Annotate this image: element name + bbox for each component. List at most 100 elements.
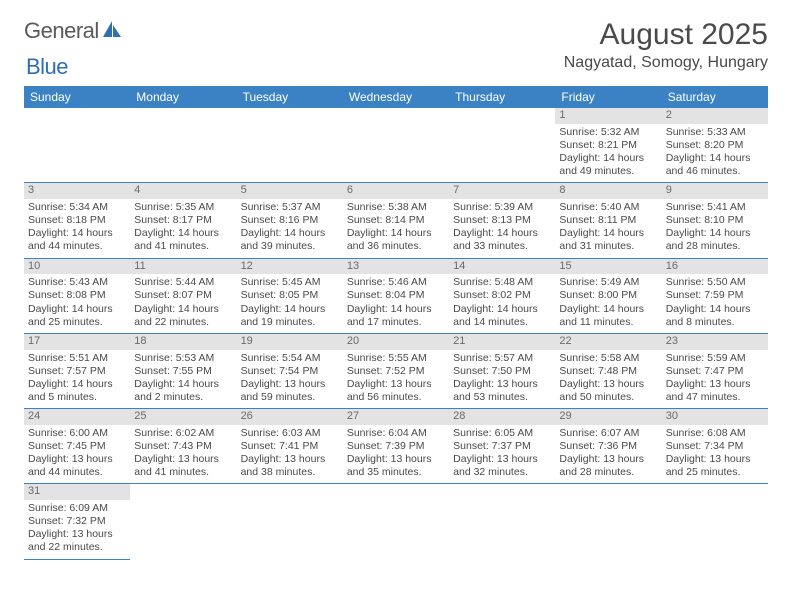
empty-day-cell [555, 484, 661, 559]
sunrise-text: Sunrise: 5:46 AM [347, 276, 445, 289]
day-number: 1 [555, 108, 661, 124]
empty-day-cell [449, 108, 555, 183]
location-text: Nagyatad, Somogy, Hungary [564, 54, 768, 72]
sunset-text: Sunset: 8:11 PM [559, 214, 657, 227]
day-cell: 20Sunrise: 5:55 AMSunset: 7:52 PMDayligh… [343, 334, 449, 409]
daylight2-text: and 11 minutes. [559, 316, 657, 329]
daylight2-text: and 53 minutes. [453, 391, 551, 404]
sunrise-text: Sunrise: 5:40 AM [559, 201, 657, 214]
day-cell: 15Sunrise: 5:49 AMSunset: 8:00 PMDayligh… [555, 259, 661, 334]
sunset-text: Sunset: 7:48 PM [559, 365, 657, 378]
day-cell: 19Sunrise: 5:54 AMSunset: 7:54 PMDayligh… [237, 334, 343, 409]
sunrise-text: Sunrise: 5:32 AM [559, 126, 657, 139]
weekday-header-row: Sunday Monday Tuesday Wednesday Thursday… [24, 86, 768, 108]
daylight1-text: Daylight: 13 hours [347, 453, 445, 466]
sunset-text: Sunset: 7:36 PM [559, 440, 657, 453]
sunset-text: Sunset: 8:07 PM [134, 289, 232, 302]
daylight2-text: and 41 minutes. [134, 466, 232, 479]
day-cell: 5Sunrise: 5:37 AMSunset: 8:16 PMDaylight… [237, 183, 343, 258]
day-number: 16 [662, 259, 768, 275]
daylight2-text: and 32 minutes. [453, 466, 551, 479]
sunset-text: Sunset: 8:16 PM [241, 214, 339, 227]
daylight1-text: Daylight: 13 hours [28, 528, 126, 541]
calendar-week: 3Sunrise: 5:34 AMSunset: 8:18 PMDaylight… [24, 183, 768, 258]
sunset-text: Sunset: 7:55 PM [134, 365, 232, 378]
day-number: 4 [130, 183, 236, 199]
daylight1-text: Daylight: 14 hours [666, 152, 764, 165]
daylight2-text: and 56 minutes. [347, 391, 445, 404]
daylight2-text: and 33 minutes. [453, 240, 551, 253]
daylight1-text: Daylight: 14 hours [559, 227, 657, 240]
day-number: 28 [449, 409, 555, 425]
daylight1-text: Daylight: 14 hours [666, 303, 764, 316]
empty-day-cell [24, 108, 130, 183]
sunrise-text: Sunrise: 5:59 AM [666, 352, 764, 365]
daylight2-text: and 25 minutes. [28, 316, 126, 329]
calendar: Sunday Monday Tuesday Wednesday Thursday… [24, 86, 768, 560]
empty-day-cell [130, 108, 236, 183]
sunrise-text: Sunrise: 5:58 AM [559, 352, 657, 365]
empty-day-cell [449, 484, 555, 559]
day-number: 8 [555, 183, 661, 199]
day-number: 9 [662, 183, 768, 199]
day-number: 13 [343, 259, 449, 275]
sunset-text: Sunset: 7:39 PM [347, 440, 445, 453]
daylight2-text: and 22 minutes. [134, 316, 232, 329]
sunset-text: Sunset: 7:54 PM [241, 365, 339, 378]
daylight2-text: and 19 minutes. [241, 316, 339, 329]
weekday-header: Saturday [662, 86, 768, 108]
day-cell: 1Sunrise: 5:32 AMSunset: 8:21 PMDaylight… [555, 108, 661, 183]
daylight2-text: and 44 minutes. [28, 466, 126, 479]
logo-text-general: General [24, 18, 99, 44]
logo: General [24, 18, 125, 44]
day-number: 14 [449, 259, 555, 275]
day-cell: 13Sunrise: 5:46 AMSunset: 8:04 PMDayligh… [343, 259, 449, 334]
sunrise-text: Sunrise: 6:03 AM [241, 427, 339, 440]
empty-day-cell [237, 108, 343, 183]
weekday-header: Thursday [449, 86, 555, 108]
day-number: 19 [237, 334, 343, 350]
sunset-text: Sunset: 7:41 PM [241, 440, 339, 453]
daylight2-text: and 28 minutes. [559, 466, 657, 479]
daylight2-text: and 25 minutes. [666, 466, 764, 479]
sunrise-text: Sunrise: 5:35 AM [134, 201, 232, 214]
daylight2-text: and 2 minutes. [134, 391, 232, 404]
weekday-header: Friday [555, 86, 661, 108]
day-cell: 11Sunrise: 5:44 AMSunset: 8:07 PMDayligh… [130, 259, 236, 334]
day-cell: 26Sunrise: 6:03 AMSunset: 7:41 PMDayligh… [237, 409, 343, 484]
daylight1-text: Daylight: 13 hours [666, 378, 764, 391]
daylight2-text: and 41 minutes. [134, 240, 232, 253]
sunrise-text: Sunrise: 5:39 AM [453, 201, 551, 214]
sunset-text: Sunset: 8:05 PM [241, 289, 339, 302]
sunrise-text: Sunrise: 6:07 AM [559, 427, 657, 440]
daylight1-text: Daylight: 14 hours [241, 303, 339, 316]
day-cell: 23Sunrise: 5:59 AMSunset: 7:47 PMDayligh… [662, 334, 768, 409]
day-number: 7 [449, 183, 555, 199]
day-cell: 9Sunrise: 5:41 AMSunset: 8:10 PMDaylight… [662, 183, 768, 258]
sunset-text: Sunset: 7:50 PM [453, 365, 551, 378]
sunrise-text: Sunrise: 5:53 AM [134, 352, 232, 365]
calendar-week: 24Sunrise: 6:00 AMSunset: 7:45 PMDayligh… [24, 409, 768, 484]
daylight1-text: Daylight: 14 hours [559, 152, 657, 165]
daylight1-text: Daylight: 14 hours [28, 303, 126, 316]
daylight2-text: and 59 minutes. [241, 391, 339, 404]
daylight2-text: and 17 minutes. [347, 316, 445, 329]
day-number: 12 [237, 259, 343, 275]
daylight1-text: Daylight: 13 hours [453, 378, 551, 391]
weekday-header: Monday [130, 86, 236, 108]
daylight2-text: and 38 minutes. [241, 466, 339, 479]
daylight1-text: Daylight: 14 hours [453, 303, 551, 316]
sunrise-text: Sunrise: 6:02 AM [134, 427, 232, 440]
day-number: 21 [449, 334, 555, 350]
calendar-week: 17Sunrise: 5:51 AMSunset: 7:57 PMDayligh… [24, 334, 768, 409]
day-cell: 8 Sunrise: 5:40 AMSunset: 8:11 PMDaylight… [555, 183, 661, 258]
empty-day-cell [343, 108, 449, 183]
day-cell: 31Sunrise: 6:09 AMSunset: 7:32 PMDayligh… [24, 484, 130, 559]
daylight1-text: Daylight: 13 hours [666, 453, 764, 466]
empty-day-cell [130, 484, 236, 559]
sunset-text: Sunset: 7:47 PM [666, 365, 764, 378]
sunrise-text: Sunrise: 5:49 AM [559, 276, 657, 289]
sunrise-text: Sunrise: 6:04 AM [347, 427, 445, 440]
daylight2-text: and 8 minutes. [666, 316, 764, 329]
daylight1-text: Daylight: 14 hours [28, 227, 126, 240]
